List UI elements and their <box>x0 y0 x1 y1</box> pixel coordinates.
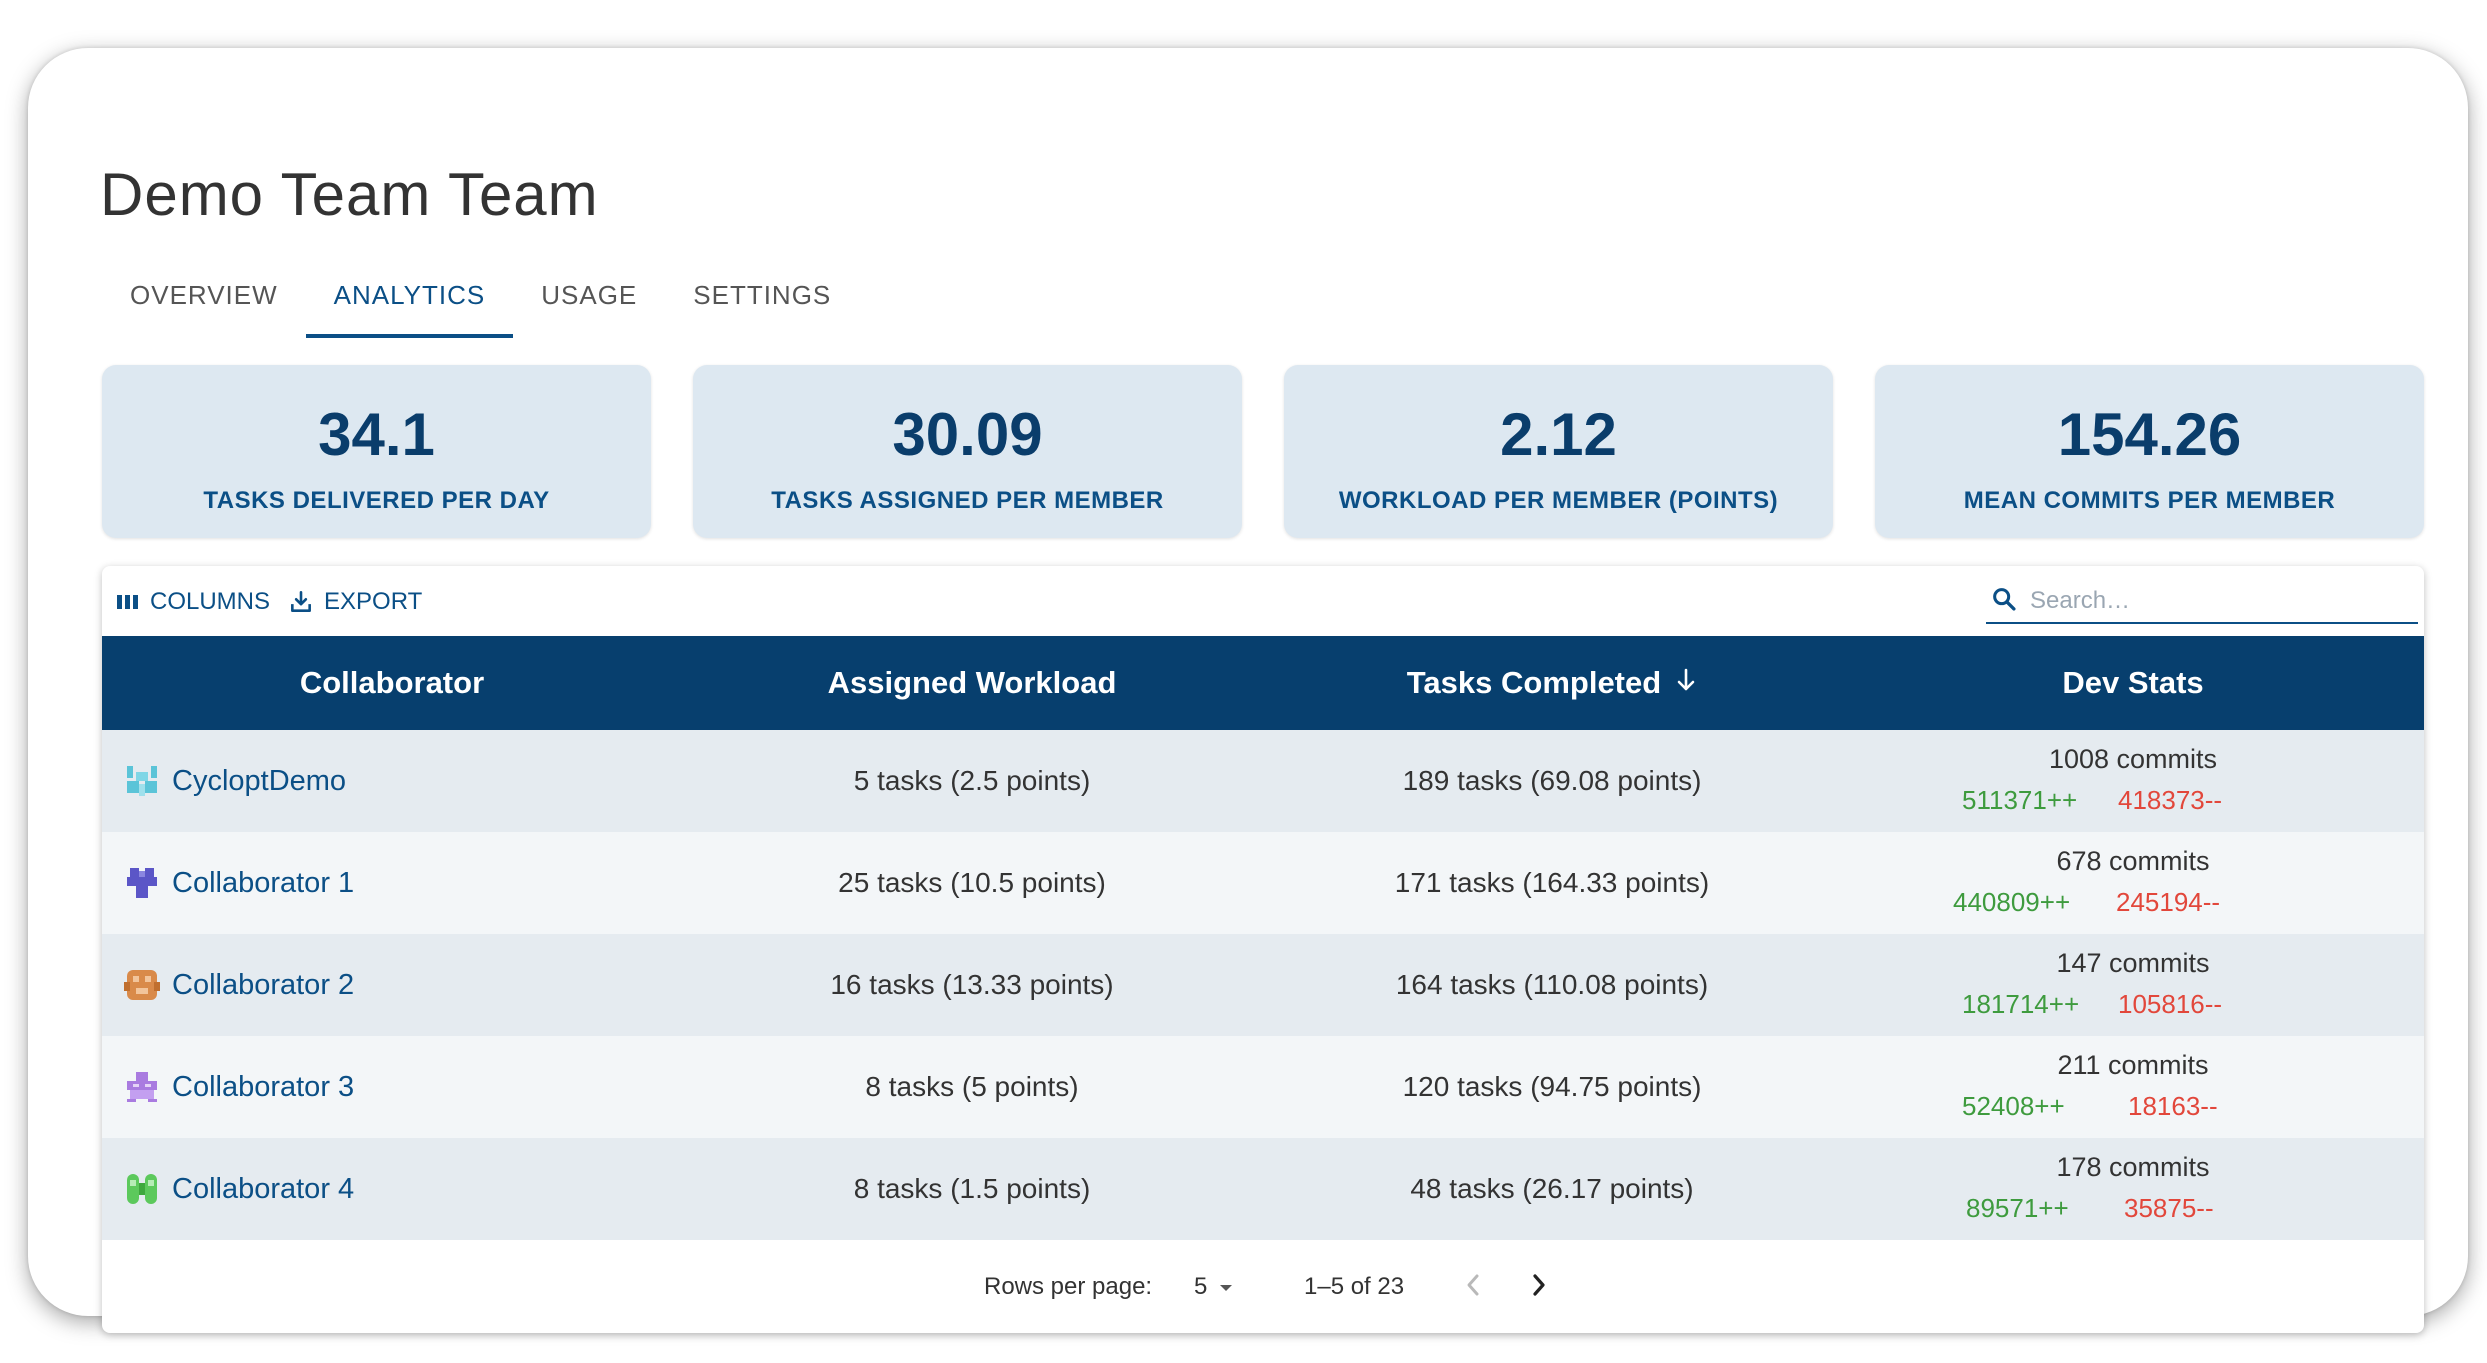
deletions-count: 245194-- <box>2116 887 2221 917</box>
assigned-workload-cell: 8 tasks (5 points) <box>865 1071 1079 1102</box>
table-row[interactable]: Collaborator 2 16 tasks (13.33 points) 1… <box>102 934 2424 1036</box>
deletions-count: 35875-- <box>2124 1193 2214 1223</box>
tab-analytics[interactable]: ANALYTICS <box>305 270 514 338</box>
dev-stats-cell: 1008 commits 511371++ 418373-- <box>1842 730 2424 832</box>
collaborator-name[interactable]: CycloptDemo <box>172 764 347 797</box>
caret-down-icon <box>1217 1273 1235 1301</box>
column-header-dev-stats[interactable]: Dev Stats <box>1842 636 2424 730</box>
rows-per-page-select[interactable]: 5 <box>1194 1273 1235 1301</box>
deletions-count: 418373-- <box>2118 785 2223 815</box>
tab-usage[interactable]: USAGE <box>541 280 638 310</box>
header-label: Tasks Completed <box>1406 665 1662 700</box>
columns-label: COLUMNS <box>150 588 271 615</box>
export-button[interactable]: EXPORT <box>288 588 422 616</box>
additions-count: 181714++ <box>1962 989 2080 1019</box>
stat-value: 34.1 <box>318 401 435 468</box>
collaborator-cell: Collaborator 2 <box>102 967 682 1003</box>
assigned-workload-cell: 25 tasks (10.5 points) <box>838 867 1106 898</box>
collaborator-name[interactable]: Collaborator 4 <box>172 1172 355 1205</box>
search-input[interactable] <box>2030 587 2390 615</box>
collaborator-name[interactable]: Collaborator 3 <box>172 1070 355 1103</box>
collaborator-cell: Collaborator 3 <box>102 1069 682 1105</box>
pagination-range: 1–5 of 23 <box>1304 1272 1405 1300</box>
commits-count: 147 commits <box>2056 948 2210 978</box>
additions-count: 89571++ <box>1966 1193 2069 1223</box>
stat-label: WORKLOAD PER MEMBER (POINTS) <box>1338 487 1779 514</box>
stat-label: MEAN COMMITS PER MEMBER <box>1963 487 2336 514</box>
table-row[interactable]: Collaborator 3 8 tasks (5 points) 120 ta… <box>102 1036 2424 1138</box>
commits-count: 211 commits <box>2057 1050 2209 1080</box>
collaborator-cell: CycloptDemo <box>102 763 682 799</box>
additions-count: 52408++ <box>1962 1091 2065 1121</box>
column-header-tasks-completed[interactable]: Tasks Completed <box>1262 636 1842 730</box>
header-label: Collaborator <box>299 665 485 700</box>
collaborator-cell: Collaborator 1 <box>102 865 682 901</box>
tab-bar: OVERVIEW ANALYTICS USAGE SETTINGS <box>102 270 859 338</box>
stat-card-workload: 2.12 WORKLOAD PER MEMBER (POINTS) <box>1284 365 1833 538</box>
commits-count: 178 commits <box>2056 1152 2210 1182</box>
page-title: Demo Team Team <box>100 161 599 228</box>
assigned-workload-cell: 5 tasks (2.5 points) <box>853 765 1091 796</box>
rows-per-page-value: 5 <box>1194 1272 1208 1300</box>
assigned-workload-cell: 8 tasks (1.5 points) <box>853 1173 1091 1204</box>
stat-value: 154.26 <box>2057 401 2242 468</box>
tasks-completed-cell: 120 tasks (94.75 points) <box>1402 1071 1702 1102</box>
tasks-completed-cell: 171 tasks (164.33 points) <box>1394 867 1710 898</box>
columns-icon <box>116 592 140 612</box>
stat-label: TASKS ASSIGNED PER MEMBER <box>771 487 1164 514</box>
dev-stats-cell: 147 commits 181714++ 105816-- <box>1842 934 2424 1036</box>
tasks-completed-cell: 189 tasks (69.08 points) <box>1402 765 1702 796</box>
stat-card-tasks-delivered: 34.1 TASKS DELIVERED PER DAY <box>102 365 651 538</box>
deletions-count: 105816-- <box>2118 989 2223 1019</box>
chevron-left-icon[interactable] <box>1464 1270 1484 1307</box>
search-box <box>1986 580 2418 624</box>
tasks-completed-cell: 48 tasks (26.17 points) <box>1410 1173 1694 1204</box>
data-grid: COLUMNS EXPORT Collaborator Assigned Wor… <box>102 566 2424 1333</box>
avatar <box>127 1072 157 1102</box>
avatar <box>127 868 157 898</box>
header-label: Dev Stats <box>2062 665 2204 700</box>
avatar <box>127 766 157 796</box>
chevron-right-icon[interactable] <box>1528 1270 1548 1307</box>
columns-button[interactable]: COLUMNS <box>116 588 270 616</box>
tab-settings[interactable]: SETTINGS <box>693 280 832 310</box>
export-label: EXPORT <box>324 588 423 615</box>
stat-card-mean-commits: 154.26 MEAN COMMITS PER MEMBER <box>1875 365 2424 538</box>
collaborator-name[interactable]: Collaborator 1 <box>172 866 355 899</box>
rows-per-page-label: Rows per page: <box>984 1272 1153 1300</box>
deletions-count: 18163-- <box>2128 1091 2218 1121</box>
collaborator-cell: Collaborator 4 <box>102 1171 682 1207</box>
commits-count: 1008 commits <box>2048 744 2218 774</box>
avatar <box>124 970 160 1000</box>
table-row[interactable]: Collaborator 4 8 tasks (1.5 points) 48 t… <box>102 1138 2424 1240</box>
tasks-completed-cell: 164 tasks (110.08 points) <box>1395 969 1709 1000</box>
dev-stats-cell: 211 commits 52408++ 18163-- <box>1842 1036 2424 1138</box>
header-label: Assigned Workload <box>827 665 1117 700</box>
table-row[interactable]: CycloptDemo 5 tasks (2.5 points) 189 tas… <box>102 730 2424 832</box>
dev-stats-cell: 678 commits 440809++ 245194-- <box>1842 832 2424 934</box>
column-header-assigned-workload[interactable]: Assigned Workload <box>682 636 1262 730</box>
search-icon <box>1990 585 2018 618</box>
stat-value: 30.09 <box>892 401 1043 468</box>
stat-label: TASKS DELIVERED PER DAY <box>203 487 550 514</box>
avatar <box>127 1174 157 1204</box>
tab-overview[interactable]: OVERVIEW <box>130 280 278 310</box>
grid-toolbar: COLUMNS EXPORT <box>102 566 2424 636</box>
dev-stats-cell: 178 commits 89571++ 35875-- <box>1842 1138 2424 1240</box>
additions-count: 511371++ <box>1962 785 2078 815</box>
commits-count: 678 commits <box>2056 846 2210 876</box>
assigned-workload-cell: 16 tasks (13.33 points) <box>830 969 1114 1000</box>
table-header: Collaborator Assigned Workload Tasks Com… <box>102 636 2424 730</box>
additions-count: 440809++ <box>1953 887 2071 917</box>
collaborator-name[interactable]: Collaborator 2 <box>172 968 355 1001</box>
stat-card-tasks-assigned: 30.09 TASKS ASSIGNED PER MEMBER <box>693 365 1242 538</box>
pagination-bar: Rows per page: 5 1–5 of 23 <box>102 1240 2424 1333</box>
app-window: Demo Team Team OVERVIEW ANALYTICS USAGE … <box>28 48 2468 1333</box>
column-header-collaborator[interactable]: Collaborator <box>102 636 682 730</box>
arrow-down-icon[interactable] <box>1675 665 1697 701</box>
table-row[interactable]: Collaborator 1 25 tasks (10.5 points) 17… <box>102 832 2424 934</box>
stat-value: 2.12 <box>1500 401 1617 468</box>
download-icon <box>288 589 314 615</box>
stat-cards: 34.1 TASKS DELIVERED PER DAY 30.09 TASKS… <box>102 365 2424 538</box>
